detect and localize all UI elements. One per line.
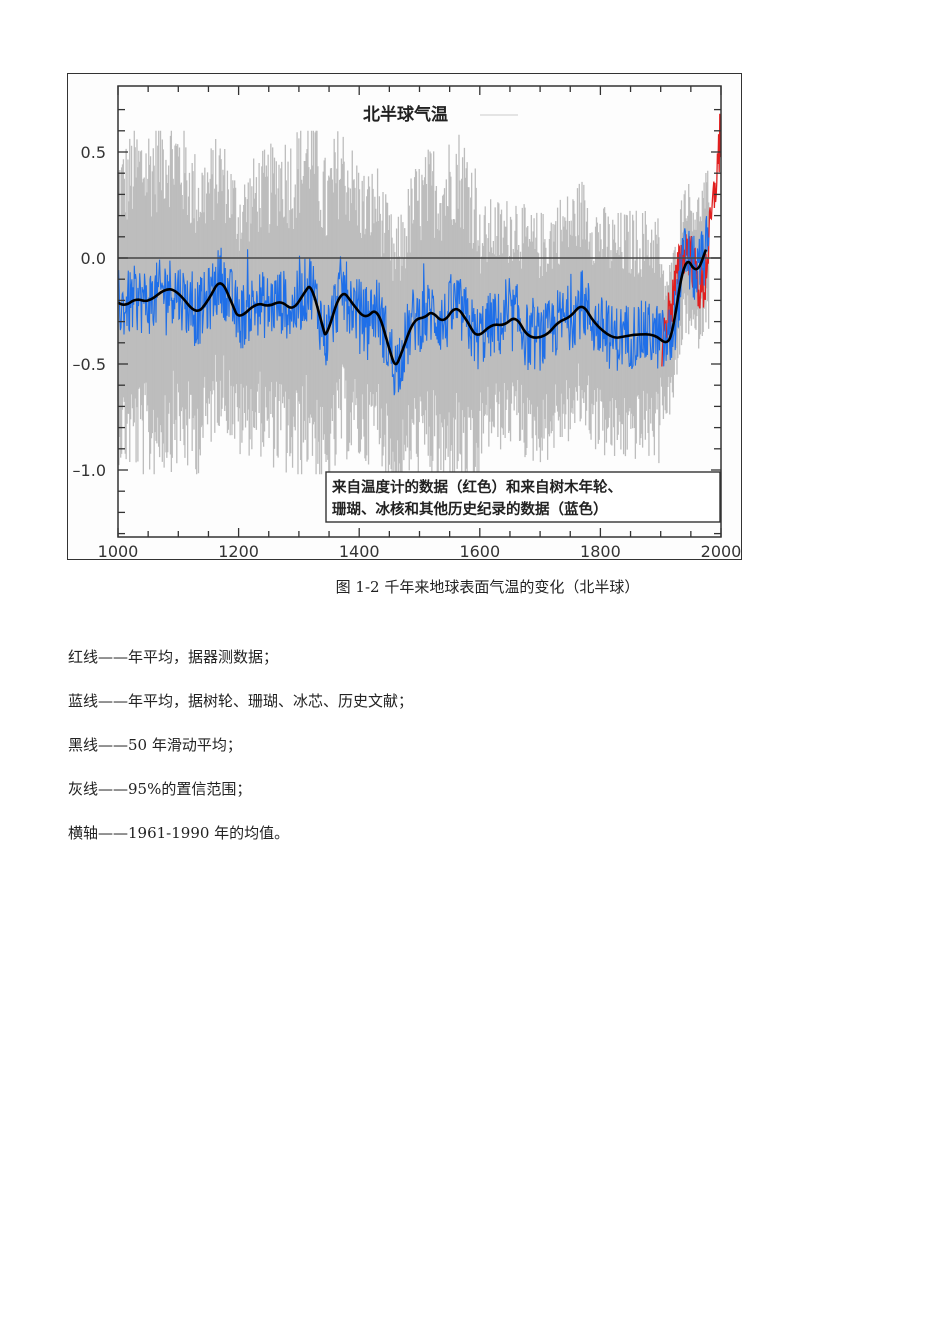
svg-text:1600: 1600 (459, 542, 500, 561)
figure-caption: 图 1-2 千年来地球表面气温的变化（北半球） (0, 576, 950, 597)
note-black-line: 黑线——50 年滑动平均； (68, 736, 242, 754)
axis-ticks (117, 86, 722, 537)
chart-title: 北半球气温 (363, 104, 448, 125)
smoothed-series (117, 249, 708, 366)
note-horizontal-axis: 横轴——1961-1990 年的均值。 (68, 824, 290, 842)
svg-text:–1.0: –1.0 (73, 461, 106, 480)
svg-text:0.0: 0.0 (81, 249, 106, 268)
svg-text:1400: 1400 (339, 542, 380, 561)
note-blue-line: 蓝线——年平均，据树轮、珊瑚、冰芯、历史文献； (68, 692, 414, 710)
temperature-chart: 1000 1200 1400 1600 1800 2000 0.5 0.0 –0.5 –1.0 北… (73, 85, 742, 561)
annotation-line-1: 来自温度计的数据（红色）和来自树木年轮、 (331, 478, 622, 496)
svg-text:0.5: 0.5 (81, 143, 106, 162)
svg-text:1800: 1800 (580, 542, 621, 561)
figure-caption-text: 图 1-2 千年来地球表面气温的变化（北半球） (335, 578, 640, 596)
chart-figure: 1000 1200 1400 1600 1800 2000 0.5 0.0 –0.5 –1.0 北… (67, 73, 742, 561)
svg-text:–0.5: –0.5 (73, 355, 106, 374)
annotation-box (325, 471, 721, 523)
axis-tick-labels: 1000 1200 1400 1600 1800 2000 0.5 0.0 –0.5 –1.0 (73, 143, 742, 561)
note-gray-line: 灰线——95%的置信范围； (68, 780, 252, 798)
svg-text:1000: 1000 (98, 542, 139, 561)
proxy-series (117, 216, 710, 396)
svg-text:2000: 2000 (701, 542, 742, 561)
annotation-line-2: 珊瑚、冰核和其他历史纪录的数据（蓝色） (332, 500, 608, 518)
note-red-line: 红线——年平均，据器测数据； (68, 648, 279, 666)
svg-text:1200: 1200 (218, 542, 259, 561)
